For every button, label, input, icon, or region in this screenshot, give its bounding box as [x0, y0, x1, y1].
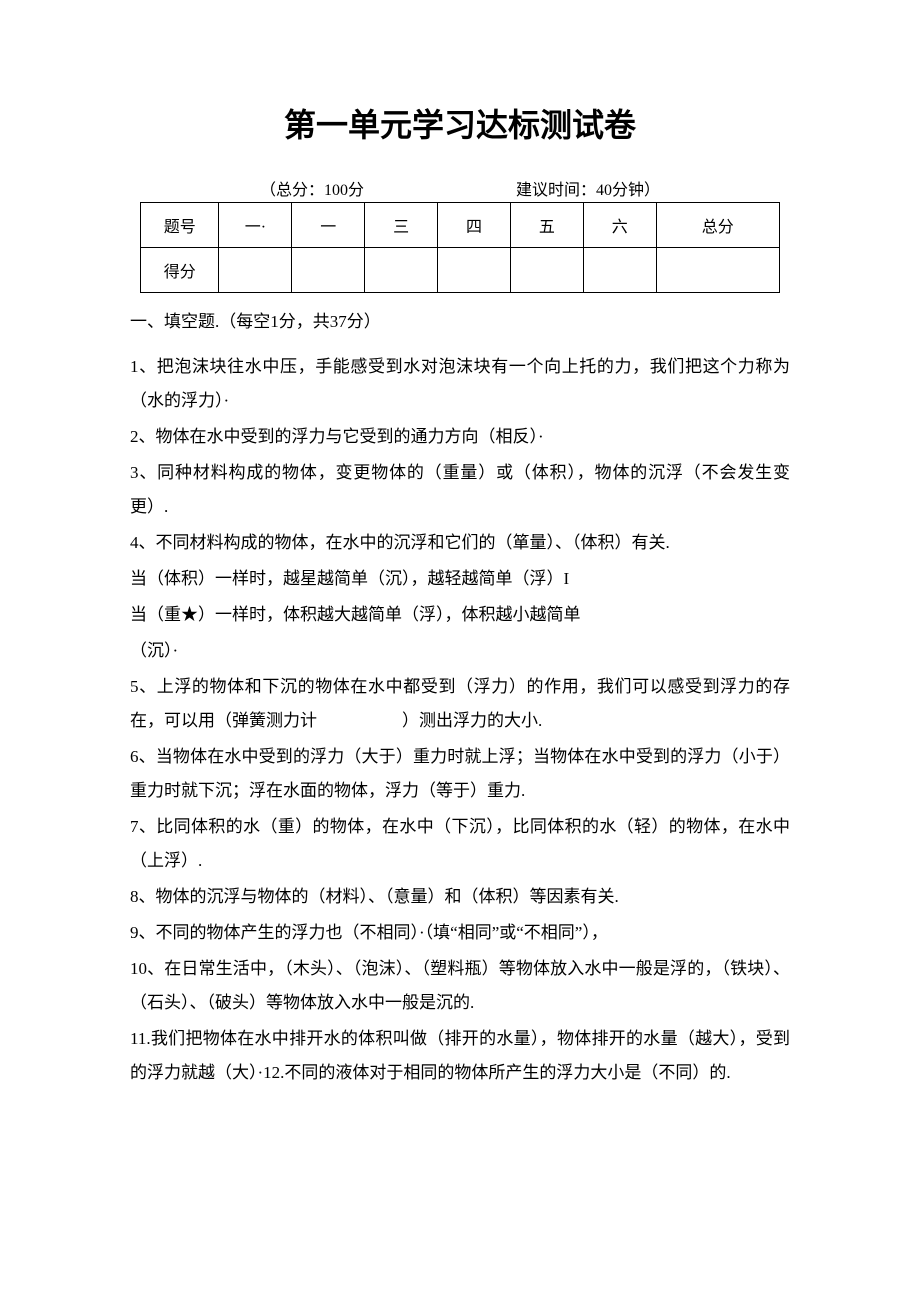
- section-1-heading: 一、填空题.（每空1分，共37分）: [130, 308, 790, 335]
- header-total: 总分: [656, 203, 779, 248]
- page-title: 第一单元学习达标测试卷: [130, 100, 790, 146]
- header-col-2: 一: [292, 203, 365, 248]
- table-header-row: 题号 一· 一 三 四 五 六 总分: [141, 203, 780, 248]
- meta-info: （总分：100分 建议时间：40分钟）: [130, 176, 790, 200]
- score-table: 题号 一· 一 三 四 五 六 总分 得分: [140, 202, 780, 293]
- header-col-6: 六: [583, 203, 656, 248]
- score-cell: [365, 248, 438, 293]
- total-score-label: （总分：100分: [260, 176, 364, 200]
- question-5: 5、上浮的物体和下沉的物体在水中都受到（浮力）的作用，我们可以感受到浮力的存在，…: [130, 670, 790, 738]
- question-7: 7、比同体积的水（重）的物体，在水中（下沉），比同体积的水（轻）的物体，在水中（…: [130, 810, 790, 878]
- question-8: 8、物体的沉浮与物体的（材料）、（意量）和（体积）等因素有关.: [130, 880, 790, 914]
- header-col-4: 四: [438, 203, 511, 248]
- score-cell: [438, 248, 511, 293]
- score-cell: [219, 248, 292, 293]
- score-label: 得分: [141, 248, 219, 293]
- question-6: 6、当物体在水中受到的浮力（大于）重力时就上浮；当物体在水中受到的浮力（小于）重…: [130, 740, 790, 808]
- score-cell: [583, 248, 656, 293]
- header-col-1: 一·: [219, 203, 292, 248]
- question-4a: 4、不同材料构成的物体，在水中的沉浮和它们的（箪量）、（体积）有关.: [130, 526, 790, 560]
- question-11: 11.我们把物体在水中排开水的体积叫做（排开的水量），物体排开的水量（越大），受…: [130, 1022, 790, 1090]
- question-9: 9、不同的物体产生的浮力也（不相同）·（填“相同”或“不相同”），: [130, 916, 790, 950]
- score-cell: [656, 248, 779, 293]
- question-4b: 当（体积）一样时，越星越简单（沉），越轻越简单（浮）I: [130, 562, 790, 596]
- score-cell: [510, 248, 583, 293]
- time-label: 建议时间：40分钟）: [516, 176, 660, 200]
- question-2: 2、物体在水中受到的浮力与它受到的通力方向（相反）·: [130, 420, 790, 454]
- header-col-3: 三: [365, 203, 438, 248]
- table-score-row: 得分: [141, 248, 780, 293]
- score-cell: [292, 248, 365, 293]
- question-10: 10、在日常生活中，（木头）、（泡沫）、（塑料瓶）等物体放入水中一般是浮的，（铁…: [130, 952, 790, 1020]
- header-col-5: 五: [510, 203, 583, 248]
- question-3: 3、同种材料构成的物体，变更物体的（重量）或（体积），物体的沉浮（不会发生变更）…: [130, 456, 790, 524]
- question-4c: 当（重★）一样时，体积越大越简单（浮），体积越小越简单: [130, 598, 790, 632]
- question-1: 1、把泡沫块往水中压，手能感受到水对泡沫块有一个向上托的力，我们把这个力称为（水…: [130, 350, 790, 418]
- question-4d: （沉）·: [130, 634, 790, 668]
- header-label: 题号: [141, 203, 219, 248]
